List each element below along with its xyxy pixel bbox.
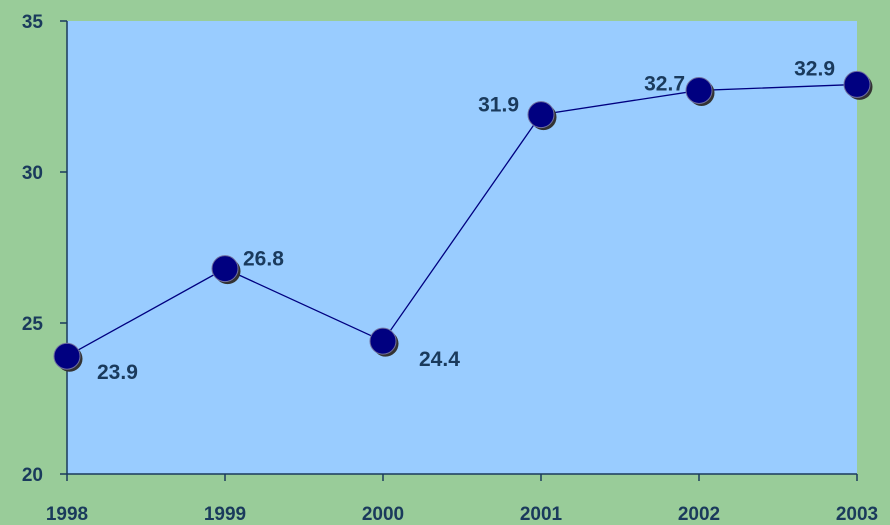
x-tick-label: 2000 [362,504,404,525]
y-tick-label: 35 [22,12,44,33]
data-point [211,255,239,283]
series-line [53,70,873,372]
data-point [685,76,713,104]
data-label: 32.7 [644,72,685,95]
plot-area [67,21,857,474]
x-axis: 1998 1999 2000 2001 2002 2003 [46,473,878,525]
y-axis: 20 25 30 35 [22,12,68,486]
x-tick-label: 2002 [678,504,720,525]
x-tick-label: 2001 [520,504,563,525]
x-tick-label: 1998 [46,504,88,525]
data-labels: 23.9 26.8 24.4 31.9 32.7 32.9 [97,57,835,384]
data-label: 24.4 [419,348,460,371]
data-point [369,327,397,355]
data-point [843,70,871,98]
data-label: 26.8 [243,248,284,271]
y-tick-label: 20 [22,465,43,486]
x-tick-label: 1999 [204,504,246,525]
data-label: 31.9 [478,94,519,117]
data-label: 32.9 [794,57,835,80]
data-point [527,101,555,129]
x-tick-label: 2003 [836,504,878,525]
data-point [53,342,81,370]
data-label: 23.9 [97,361,138,384]
series-polyline [66,83,858,357]
y-tick-label: 30 [22,163,43,184]
y-tick-label: 25 [22,314,44,335]
